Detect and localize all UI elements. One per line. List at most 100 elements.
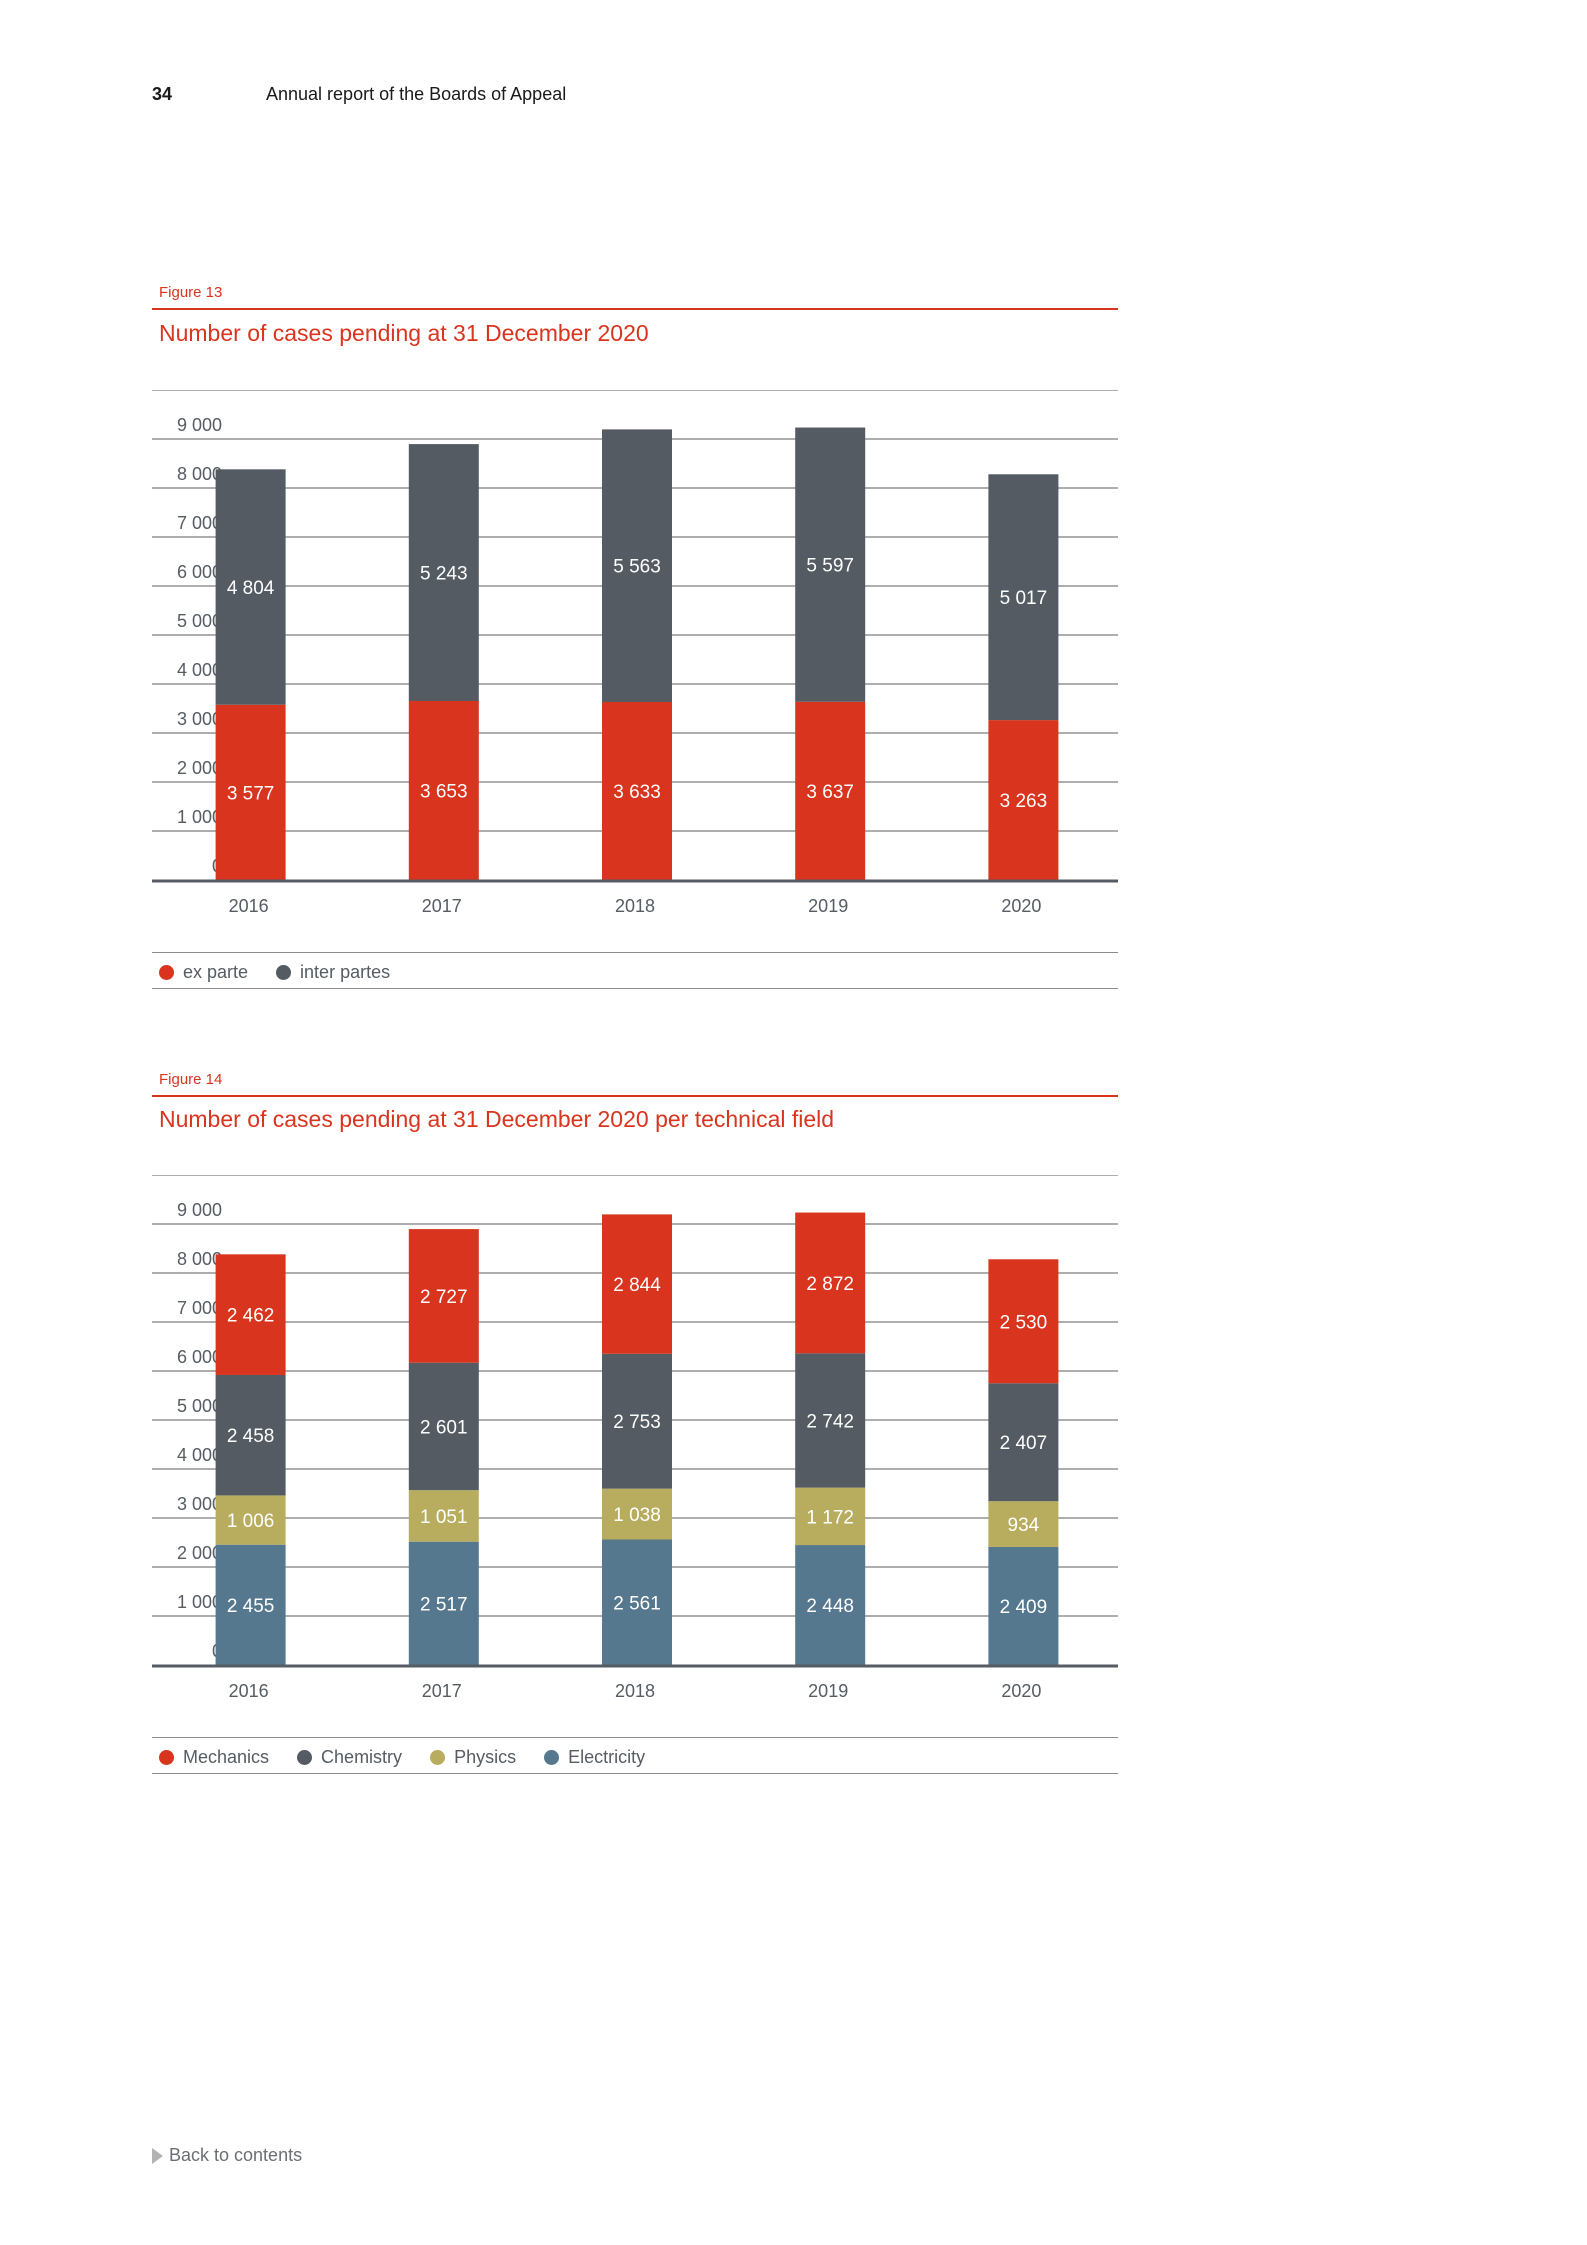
data-label: 2 844 — [613, 1275, 661, 1296]
figure-14-legend: Mechanics Chemistry Physics Electricity — [159, 1741, 673, 1773]
data-label: 2 462 — [227, 1306, 275, 1327]
data-label: 2 448 — [806, 1596, 854, 1617]
x-tick-label: 2020 — [1001, 896, 1041, 916]
y-tick-label: 3 000 — [177, 1494, 222, 1514]
bar-segment — [795, 1212, 866, 1354]
data-label: 2 455 — [227, 1596, 275, 1617]
y-tick-label: 1 000 — [177, 807, 222, 827]
legend-swatch — [430, 1749, 446, 1765]
data-label: 3 577 — [227, 783, 275, 804]
bar-segment — [215, 469, 286, 705]
bar-segment — [795, 427, 866, 702]
data-label: 3 263 — [1000, 791, 1048, 812]
x-tick-label: 2016 — [229, 896, 269, 916]
legend-label: inter partes — [300, 961, 391, 982]
legend-item: Electricity — [544, 1747, 645, 1768]
bar-segment — [215, 1374, 286, 1496]
y-tick-label: 8 000 — [177, 464, 222, 484]
bar-segment — [602, 1353, 672, 1489]
figure-13-title: Number of cases pending at 31 December 2… — [159, 320, 649, 346]
data-label: 2 742 — [806, 1411, 854, 1432]
x-tick-label: 2017 — [422, 896, 462, 916]
data-label: 1 038 — [613, 1505, 661, 1526]
data-label: 2 530 — [1000, 1312, 1048, 1333]
y-tick-label: 4 000 — [177, 1445, 222, 1465]
bar-segment — [795, 1545, 866, 1665]
y-tick-label: 1 000 — [177, 1592, 222, 1612]
x-tick-label: 2018 — [615, 896, 655, 916]
legend-item: Physics — [430, 1747, 516, 1768]
bar-segment — [215, 1495, 286, 1545]
bar-segment — [215, 1254, 286, 1375]
bar-segment — [408, 1490, 479, 1542]
x-tick-label: 2019 — [808, 1681, 848, 1701]
data-label: 2 407 — [1000, 1433, 1048, 1454]
y-tick-label: 4 000 — [177, 660, 222, 680]
back-to-contents-label: Back to contents — [169, 2145, 303, 2165]
data-label: 1 051 — [420, 1507, 468, 1528]
figure-14-legend-top-rule — [152, 1737, 1118, 1738]
figure-13-legend-bottom-rule — [152, 988, 1118, 989]
y-tick-label: 5 000 — [177, 1396, 222, 1416]
bar-segment — [408, 1362, 479, 1491]
bar-segment — [408, 1541, 479, 1665]
data-label: 5 243 — [420, 564, 468, 585]
data-label: 5 017 — [1000, 588, 1048, 609]
legend-swatch — [276, 964, 292, 980]
data-label: 3 637 — [806, 782, 854, 803]
bar-segment — [988, 1259, 1059, 1384]
bar-segment — [988, 720, 1059, 880]
y-tick-label: 9 000 — [177, 1200, 222, 1220]
bar-segment — [988, 1383, 1059, 1502]
data-label: 3 653 — [420, 782, 468, 803]
figure-14-rule — [152, 1095, 1118, 1097]
figure-13-legend-top-rule — [152, 952, 1118, 953]
y-tick-label: 7 000 — [177, 513, 222, 533]
data-label: 2 517 — [420, 1594, 468, 1615]
legend-swatch — [159, 1749, 174, 1765]
data-label: 2 409 — [1000, 1597, 1048, 1618]
legend-label: Physics — [454, 1746, 517, 1767]
figure-14-label: Figure 14 — [159, 1071, 223, 1088]
triangle-right-icon — [152, 2147, 163, 2164]
data-label: 5 563 — [613, 557, 661, 578]
y-tick-label: 2 000 — [177, 1543, 222, 1563]
figure-13-legend: ex parte inter partes — [159, 956, 418, 988]
bar-segment — [602, 1488, 672, 1540]
legend-swatch — [297, 1749, 313, 1765]
x-tick-label: 2016 — [229, 1681, 269, 1701]
bar-segment — [988, 474, 1059, 721]
bar-segment — [602, 701, 672, 880]
back-to-contents-link[interactable]: Back to contents — [152, 2145, 302, 2166]
y-tick-label: 7 000 — [177, 1298, 222, 1318]
data-label: 3 633 — [613, 782, 661, 803]
bar-segment — [215, 704, 286, 880]
x-tick-label: 2019 — [808, 896, 848, 916]
legend-swatch — [159, 964, 174, 980]
legend-swatch — [544, 1749, 560, 1765]
data-label: 1 172 — [806, 1507, 854, 1528]
legend-item: Chemistry — [297, 1747, 402, 1768]
y-tick-label: 6 000 — [177, 1347, 222, 1367]
bar-segment — [602, 1539, 672, 1665]
bar-segment — [795, 1353, 866, 1488]
data-label: 2 601 — [420, 1417, 468, 1438]
bar-segment — [408, 701, 479, 880]
y-tick-label: 8 000 — [177, 1249, 222, 1269]
legend-item: ex parte — [159, 962, 248, 983]
bar-segment — [988, 1546, 1059, 1665]
data-label: 2 753 — [613, 1412, 661, 1433]
running-title: Annual report of the Boards of Appeal — [266, 84, 567, 104]
legend-label: Electricity — [568, 1746, 646, 1767]
bar-segment — [795, 701, 866, 880]
y-tick-label: 2 000 — [177, 758, 222, 778]
data-label: 2 561 — [613, 1593, 661, 1614]
y-tick-label: 3 000 — [177, 709, 222, 729]
figure-13-label: Figure 13 — [159, 284, 223, 301]
data-label: 2 727 — [420, 1287, 468, 1308]
page-number: 34 — [152, 84, 173, 104]
data-label: 4 804 — [227, 578, 275, 599]
y-tick-label: 5 000 — [177, 611, 222, 631]
